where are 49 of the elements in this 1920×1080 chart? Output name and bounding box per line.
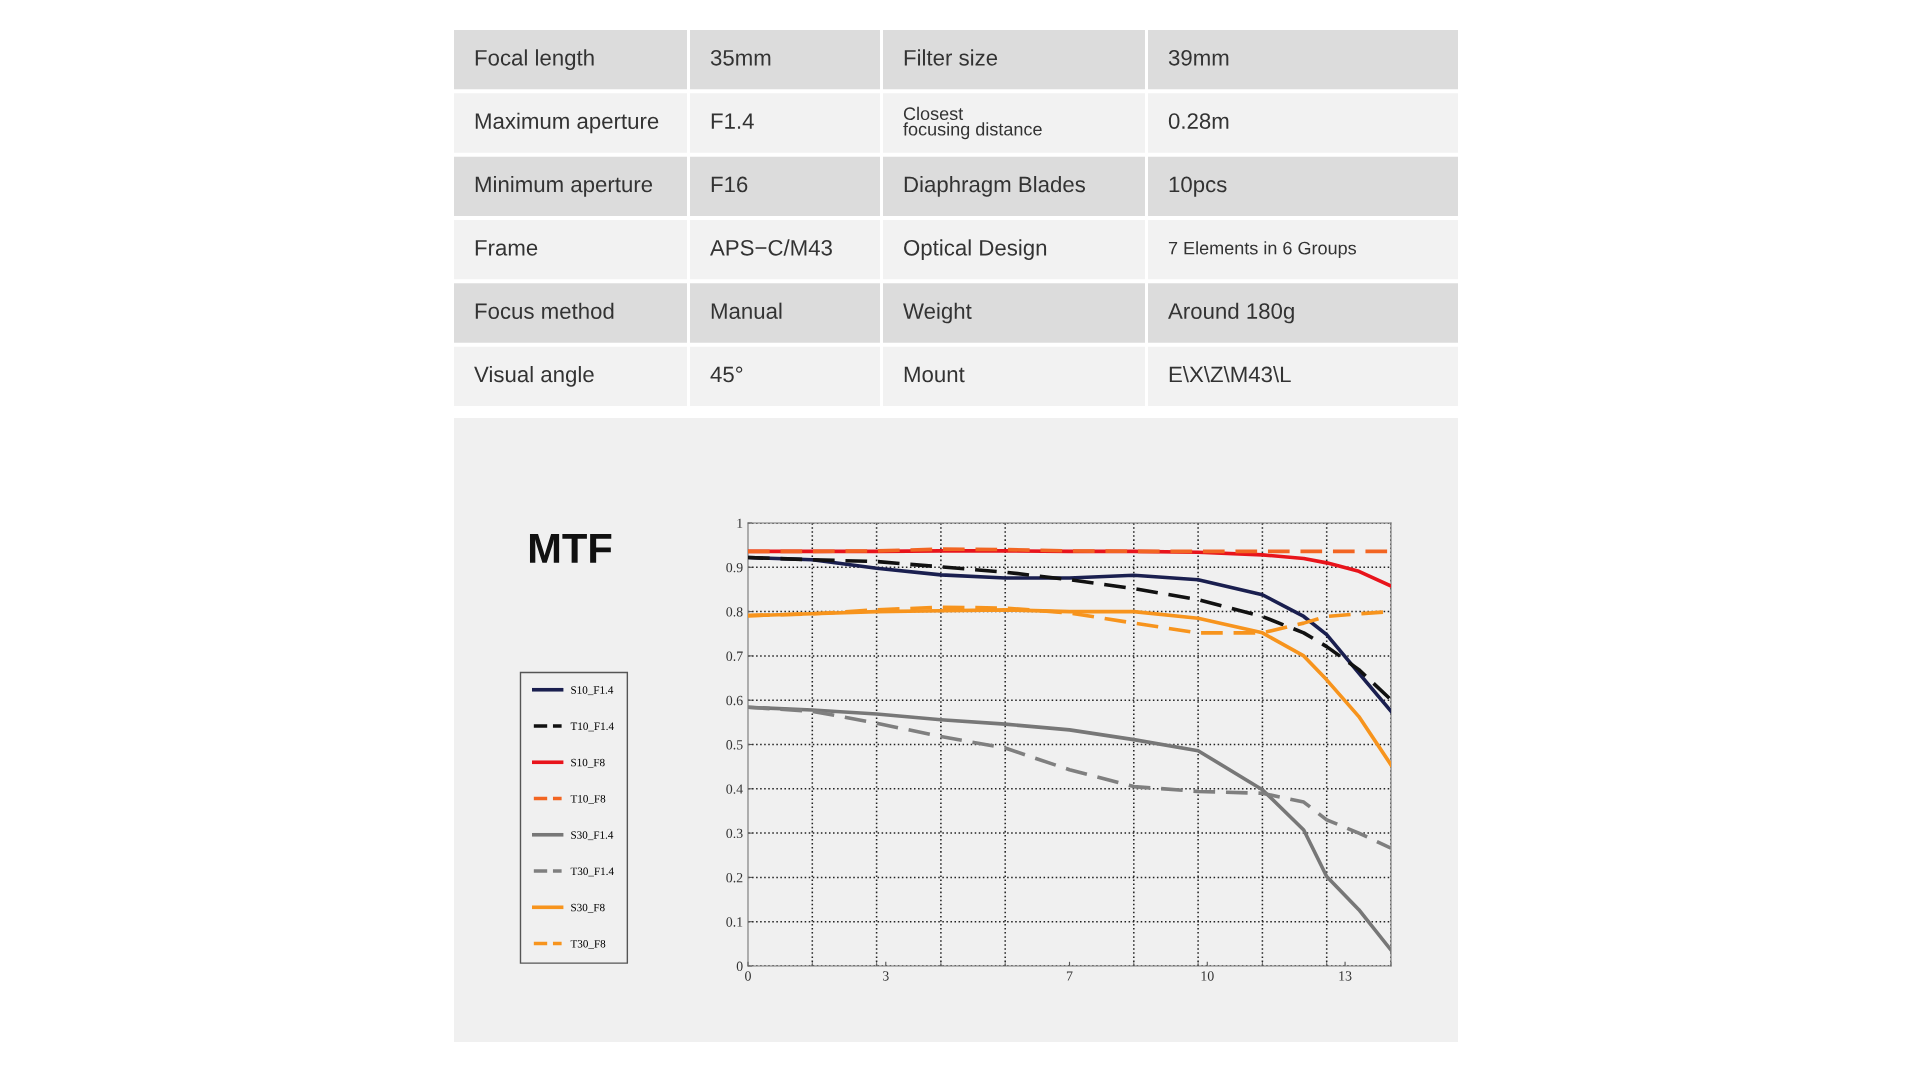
x-tick-label: 10 (1201, 971, 1214, 981)
text: Filter size (904, 49, 998, 66)
text: Diaphragm Blades (904, 175, 1086, 197)
text: Manual (711, 302, 782, 319)
legend-label: T10_F8 (570, 795, 606, 804)
text: Around 180g (1168, 302, 1294, 324)
y-tick-label: 0.2 (726, 872, 743, 883)
text: Closest focusing distance (903, 106, 1042, 140)
text: Focus method (475, 302, 614, 319)
x-tick-label: 0 (745, 971, 751, 981)
text: 7 Elements in 6 Groups (1168, 241, 1357, 259)
legend-label: T30_F8 (570, 940, 606, 949)
y-tick-label: 0.5 (726, 740, 743, 750)
legend-label: T30_F1.4 (570, 867, 614, 877)
legend-label: T10_F1.4 (570, 722, 614, 732)
y-tick-label: 0.9 (726, 562, 743, 573)
x-tick-label: 3 (882, 971, 889, 981)
text: Optical Design (904, 239, 1047, 261)
text: Frame (475, 240, 538, 256)
y-tick-label: 0.6 (726, 695, 743, 706)
legend-label: S10_F1.4 (571, 686, 614, 696)
y-tick-label: 0.4 (726, 784, 743, 794)
y-tick-label: 1 (737, 518, 743, 528)
text: E\X\Z\M43\L (1169, 365, 1291, 383)
text: 10pcs (1169, 176, 1227, 197)
y-tick-label: 0 (736, 961, 743, 971)
text: Mount (904, 366, 965, 383)
text: 39mm (1168, 49, 1229, 66)
y-tick-label: 0.7 (726, 651, 743, 661)
text: 35mm (710, 49, 771, 66)
text: 0.28m (1168, 113, 1229, 129)
text: APS−C/M43 (710, 239, 832, 256)
text: F16 (711, 176, 748, 193)
text: Visual angle (474, 365, 594, 387)
text: F1.4 (711, 113, 754, 129)
text: Maximum aperture (475, 112, 659, 134)
text: Focal length (475, 49, 594, 71)
x-tick-label: 7 (1066, 971, 1073, 981)
text: Weight (903, 302, 972, 324)
text: 45° (710, 366, 743, 383)
chart-title: MTF (529, 534, 612, 563)
y-tick-label: 0.1 (726, 917, 743, 927)
legend-label: S10_F8 (571, 758, 605, 768)
legend-label: S30_F1.4 (571, 831, 614, 841)
text: Minimum aperture (475, 175, 653, 197)
y-tick-label: 0.8 (726, 607, 743, 617)
x-tick-label: 13 (1339, 971, 1352, 981)
y-tick-label: 0.3 (726, 828, 743, 839)
legend-label: S30_F8 (571, 903, 605, 913)
